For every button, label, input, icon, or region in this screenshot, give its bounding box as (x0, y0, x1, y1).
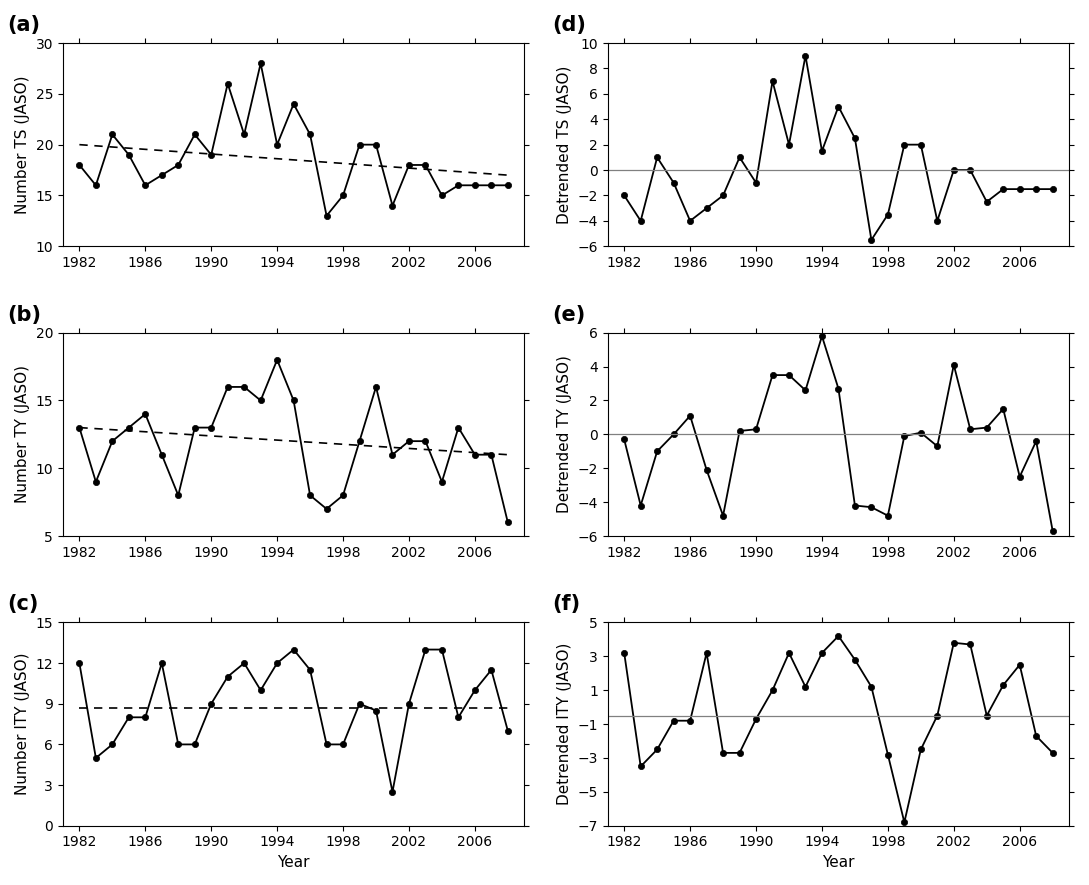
Text: (d): (d) (552, 15, 586, 35)
Y-axis label: Number TS (JASO): Number TS (JASO) (15, 75, 30, 214)
Text: (a): (a) (8, 15, 40, 35)
Y-axis label: Detrended TY (JASO): Detrended TY (JASO) (556, 356, 572, 513)
X-axis label: Year: Year (278, 855, 310, 870)
Y-axis label: Detrended ITY (JASO): Detrended ITY (JASO) (556, 643, 572, 805)
X-axis label: Year: Year (822, 855, 855, 870)
Y-axis label: Number ITY (JASO): Number ITY (JASO) (15, 653, 30, 796)
Text: (c): (c) (8, 595, 39, 614)
Text: (e): (e) (552, 304, 586, 325)
Y-axis label: Number TY (JASO): Number TY (JASO) (15, 366, 30, 504)
Text: (f): (f) (552, 595, 580, 614)
Text: (b): (b) (8, 304, 41, 325)
Y-axis label: Detrended TS (JASO): Detrended TS (JASO) (556, 65, 572, 224)
